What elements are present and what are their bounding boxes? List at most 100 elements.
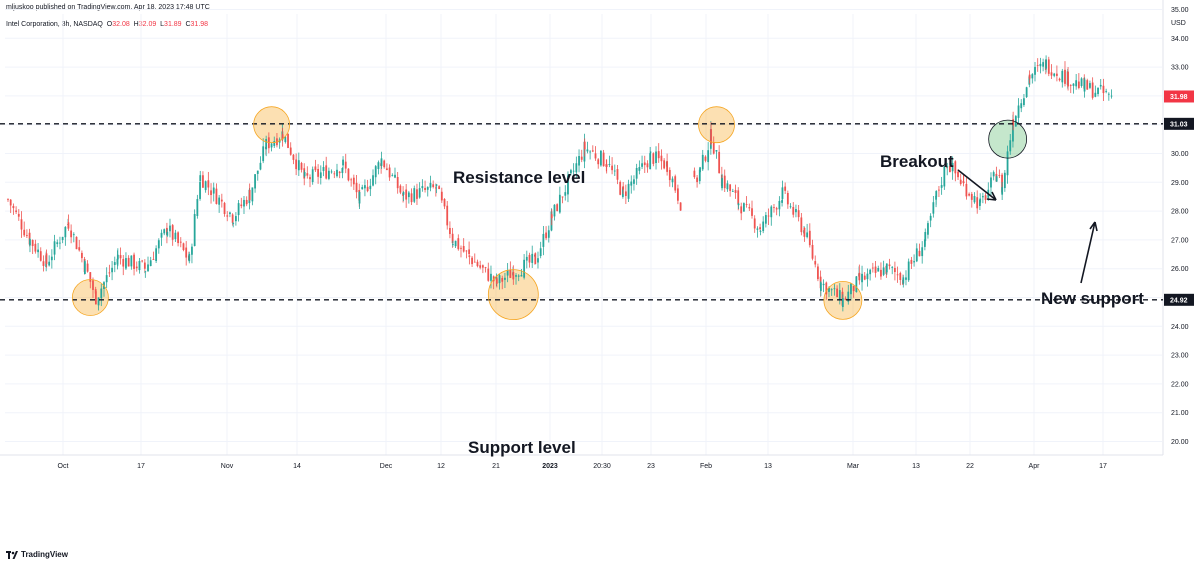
- candle-up: [924, 232, 927, 241]
- candle-down: [880, 269, 882, 277]
- candle-up: [270, 143, 273, 148]
- candle-up: [707, 150, 710, 163]
- candle-up: [372, 175, 374, 186]
- level-badge-label: 31.03: [1170, 121, 1188, 128]
- time-tick-label: 14: [293, 463, 301, 470]
- candle-up: [828, 287, 830, 292]
- candle-down: [729, 184, 732, 191]
- candle-down: [127, 257, 130, 267]
- candle-up: [726, 183, 729, 190]
- candle-up: [1031, 74, 1034, 79]
- candle-up: [1001, 187, 1004, 195]
- symbol-legend: Intel Corporation, 3h, NASDAQ O32.08 H32…: [6, 21, 208, 28]
- candle-up: [567, 175, 569, 195]
- candle-down: [133, 254, 135, 269]
- candle-down: [775, 208, 778, 210]
- candle-down: [383, 160, 386, 168]
- candle-up: [341, 167, 344, 174]
- candle-down: [281, 134, 284, 140]
- candle-down: [786, 193, 789, 205]
- candle-up: [866, 273, 869, 280]
- annotation-text: New support: [1041, 289, 1144, 308]
- highlight-circle-orange: [253, 106, 290, 143]
- candle-up: [56, 242, 59, 245]
- candle-up: [1039, 63, 1042, 67]
- candle-up: [1045, 59, 1047, 69]
- candle-up: [155, 248, 158, 262]
- candle-up: [517, 275, 520, 277]
- candle-up: [589, 151, 592, 153]
- candle-up: [166, 231, 169, 236]
- candle-down: [67, 222, 70, 229]
- candle-up: [635, 168, 638, 179]
- candle-down: [15, 210, 17, 212]
- candle-up: [212, 187, 215, 194]
- candle-down: [92, 280, 94, 290]
- candles: [7, 55, 1113, 312]
- last-price-label: 31.98: [1170, 94, 1188, 101]
- candle-up: [1025, 87, 1028, 98]
- candle-down: [468, 255, 471, 257]
- candle-down: [7, 199, 9, 201]
- candle-up: [932, 202, 935, 214]
- price-tick-label: 20.00: [1171, 439, 1189, 446]
- candle-down: [753, 218, 756, 229]
- candle-up: [48, 261, 51, 266]
- candle-up: [1072, 83, 1075, 86]
- candle-down: [457, 238, 460, 250]
- candle-down: [388, 167, 391, 178]
- candle-down: [528, 254, 531, 263]
- tradingview-logo[interactable]: TradingView: [6, 550, 68, 559]
- candle-down: [1102, 85, 1105, 94]
- candle-up: [877, 268, 880, 272]
- candle-down: [352, 177, 355, 185]
- candle-up: [600, 150, 602, 166]
- candle-up: [542, 233, 545, 247]
- candle-up: [990, 177, 992, 188]
- candle-down: [1086, 80, 1089, 90]
- candle-up: [361, 187, 364, 190]
- candle-up: [284, 136, 287, 142]
- candle-up: [407, 192, 410, 198]
- candle-up: [882, 267, 885, 275]
- candle-down: [135, 266, 138, 269]
- candle-up: [116, 254, 119, 260]
- candle-down: [1047, 59, 1050, 74]
- candle-up: [199, 175, 202, 182]
- candle-up: [506, 269, 509, 276]
- highlight-circle-orange: [698, 106, 735, 143]
- candle-up: [402, 192, 405, 195]
- price-tick-label: 23.00: [1171, 353, 1189, 360]
- candle-down: [652, 153, 655, 164]
- candle-down: [605, 164, 608, 167]
- candle-up: [891, 267, 894, 268]
- candle-up: [737, 203, 740, 206]
- time-axis[interactable]: Oct 17 Nov 14 Dec 12 21 2023 20:30 23 Feb 13 Mar 13 22…: [58, 463, 1107, 470]
- candle-down: [666, 161, 669, 172]
- candle-down: [202, 175, 204, 188]
- candle-down: [314, 166, 317, 171]
- candle-down: [871, 267, 874, 269]
- candle-up: [539, 248, 542, 257]
- candle-up: [575, 163, 578, 173]
- candle-up: [847, 291, 850, 302]
- candle-up: [358, 191, 361, 204]
- candle-down: [223, 202, 226, 214]
- new-support-arrow-head: [1089, 221, 1098, 232]
- candle-down: [446, 205, 449, 226]
- candle-up: [29, 239, 31, 246]
- candle-up: [921, 247, 924, 257]
- symbol-name: Intel Corporation, 3h, NASDAQ: [6, 21, 103, 28]
- candle-down: [468, 249, 470, 255]
- candle-down: [338, 171, 341, 174]
- candle-up: [981, 196, 984, 198]
- candle-up: [940, 185, 943, 188]
- candle-up: [830, 289, 833, 291]
- candle-down: [476, 261, 479, 267]
- candle-down: [39, 251, 42, 261]
- price-axis[interactable]: USD20.0021.0022.0023.0024.0025.0026.0027…: [1164, 0, 1194, 446]
- candle-up: [72, 234, 75, 236]
- candle-down: [70, 230, 73, 238]
- candle-down: [226, 215, 229, 217]
